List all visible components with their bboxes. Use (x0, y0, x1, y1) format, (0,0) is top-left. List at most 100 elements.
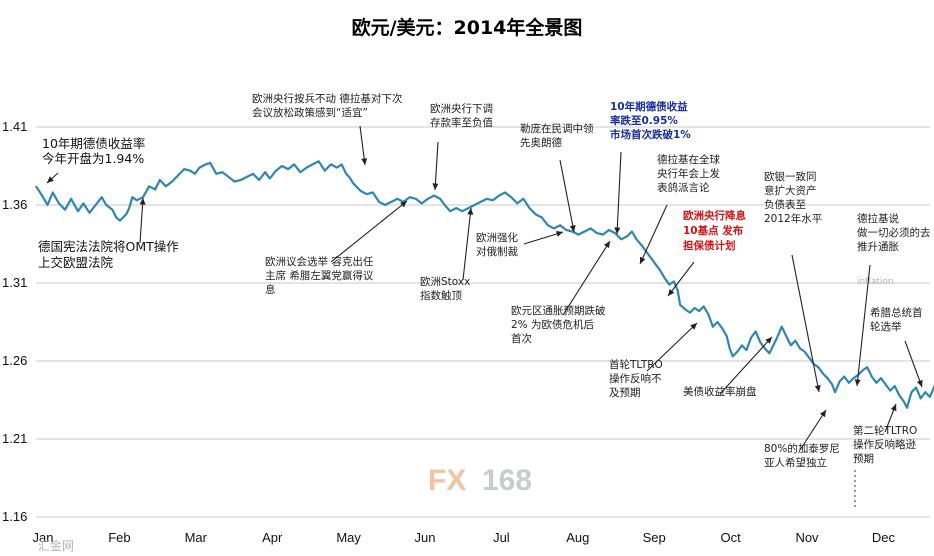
data-point (826, 377, 829, 379)
x-tick-label: Oct (720, 530, 741, 545)
series-line (35, 160, 934, 409)
annotation-line: 预期 (853, 453, 874, 465)
data-point (378, 201, 380, 203)
annotation-arrowhead (569, 225, 576, 232)
data-point (852, 377, 855, 379)
annotation-arrowhead (765, 337, 772, 344)
data-point (281, 165, 283, 167)
annotation-line: 10年期德债收益 (610, 100, 688, 113)
annotation-line: 80%的加泰罗尼 (764, 442, 840, 455)
annotation-line: 轮选举 (870, 320, 902, 333)
data-point (915, 386, 917, 389)
data-point (341, 163, 343, 166)
y-tick-label: 1.21 (2, 431, 27, 446)
data-point (736, 351, 738, 353)
annotation: 美债收益率崩盘 (683, 385, 757, 398)
data-point (408, 196, 411, 198)
annotation-line: 上交欧盟法院 (38, 255, 114, 270)
annotation-line: 欧洲Stoxx (420, 276, 470, 288)
annotation-line: 欧银一致同 (764, 170, 817, 183)
data-point (439, 198, 441, 200)
data-point (293, 163, 295, 166)
data-point (906, 407, 908, 409)
data-point (785, 335, 787, 337)
x-tick-label: Jan (33, 530, 54, 545)
data-point (384, 204, 386, 206)
data-point (608, 229, 610, 231)
data-point (664, 277, 666, 279)
data-point (299, 171, 301, 173)
data-point (871, 376, 873, 378)
data-point (707, 313, 709, 315)
watermark-faint: inflation (857, 277, 894, 287)
annotation-arrow (667, 261, 695, 297)
y-tick-labels: 1.41 1.36 1.31 1.26 1.21 1.16 (2, 119, 27, 524)
data-point (318, 160, 320, 162)
data-point (504, 191, 506, 194)
data-point (209, 162, 211, 164)
data-point (142, 196, 144, 198)
data-point (82, 202, 84, 205)
data-point (741, 344, 743, 346)
data-point (848, 382, 850, 384)
data-point (794, 340, 797, 342)
data-point (240, 179, 242, 181)
data-point (771, 346, 774, 348)
data-point (194, 173, 196, 175)
data-point (894, 385, 896, 387)
watermark-corner: 汇金网 (38, 538, 74, 553)
data-point (154, 188, 156, 190)
data-point (655, 263, 657, 265)
annotation-line: 做一切必须的去 (857, 226, 931, 239)
data-point (528, 207, 531, 209)
data-point (590, 227, 592, 229)
data-point (693, 307, 696, 309)
grid (36, 126, 930, 518)
data-point (920, 397, 922, 400)
data-point (336, 166, 338, 169)
data-point (834, 391, 836, 393)
data-point (677, 290, 679, 292)
data-point (264, 171, 266, 173)
data-point (541, 216, 543, 219)
data-point (843, 376, 845, 378)
annotation-arrow (904, 340, 923, 388)
data-point (183, 168, 185, 170)
data-point (583, 230, 586, 233)
annotation-line: 息 (265, 283, 276, 296)
annotation-line: 主席 希腊左翼党赢得议 (265, 269, 374, 282)
annotation-arrow (330, 200, 408, 263)
annotation-line: 欧洲央行降息 (683, 209, 746, 222)
annotation-arrowhead (668, 289, 675, 296)
annotation-arrowhead (614, 227, 621, 234)
data-point (516, 202, 518, 205)
annotation-line: 今年开盘为1.94% (42, 151, 144, 166)
annotation-arrow (719, 336, 773, 395)
data-point (673, 280, 675, 283)
data-point (698, 310, 700, 312)
data-point (721, 327, 723, 329)
data-point (205, 163, 207, 166)
data-point (41, 195, 43, 197)
data-point (128, 207, 130, 209)
data-point (781, 326, 783, 328)
annotation-arrowhead (814, 385, 821, 392)
data-point (467, 207, 470, 209)
annotation-arrow (646, 322, 698, 372)
data-point (620, 238, 622, 240)
data-point (115, 216, 117, 219)
data-point (461, 210, 463, 212)
data-point (101, 196, 103, 198)
annotation-arrowhead (890, 404, 897, 412)
data-point (498, 195, 500, 197)
